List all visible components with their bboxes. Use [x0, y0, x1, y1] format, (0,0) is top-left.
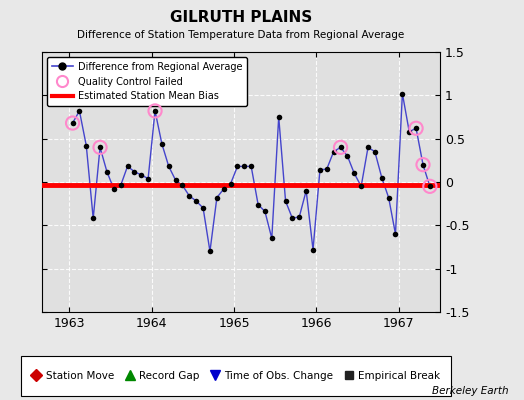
Point [82, 142, 91, 149]
Point [158, 141, 166, 147]
Point [103, 168, 111, 175]
Point [385, 194, 393, 201]
Point [171, 177, 180, 184]
Point [350, 170, 358, 176]
Point [419, 162, 427, 168]
Point [89, 215, 97, 222]
Point [178, 182, 187, 189]
Point [254, 201, 263, 208]
Point [275, 114, 283, 120]
Point [302, 188, 310, 194]
Point [357, 183, 365, 190]
Point [391, 231, 400, 237]
Point [343, 153, 352, 159]
Point [240, 163, 248, 170]
Point [185, 193, 193, 199]
Text: Difference of Station Temperature Data from Regional Average: Difference of Station Temperature Data f… [78, 30, 405, 40]
Point [116, 182, 125, 189]
FancyBboxPatch shape [21, 356, 451, 396]
Point [110, 186, 118, 192]
Point [419, 162, 427, 168]
Point [364, 144, 372, 150]
Point [69, 120, 77, 126]
Point [268, 235, 276, 242]
Point [330, 148, 338, 155]
Point [336, 144, 345, 150]
Point [378, 174, 386, 181]
Point [137, 172, 146, 178]
Point [151, 108, 159, 114]
Point [323, 166, 331, 172]
Point [75, 108, 84, 114]
Legend: Difference from Regional Average, Quality Control Failed, Estimated Station Mean: Difference from Regional Average, Qualit… [47, 57, 247, 106]
Point [226, 180, 235, 187]
Point [405, 128, 413, 135]
Point [123, 163, 132, 170]
Point [281, 198, 290, 204]
Point [130, 168, 139, 175]
Point [295, 214, 303, 220]
Point [199, 205, 208, 211]
Point [247, 163, 255, 170]
Point [213, 194, 221, 201]
Point [309, 246, 317, 253]
Point [370, 148, 379, 155]
Point [316, 167, 324, 173]
Point [151, 108, 159, 114]
Point [96, 144, 104, 150]
Point [144, 175, 152, 182]
Point [192, 198, 201, 204]
Point [233, 163, 242, 170]
Point [425, 183, 434, 190]
Point [336, 144, 345, 150]
Point [288, 215, 297, 222]
Point [412, 125, 420, 132]
Point [261, 208, 269, 215]
Legend: Station Move, Record Gap, Time of Obs. Change, Empirical Break: Station Move, Record Gap, Time of Obs. C… [28, 368, 444, 384]
Point [165, 163, 173, 170]
Text: GILRUTH PLAINS: GILRUTH PLAINS [170, 10, 312, 25]
Point [69, 120, 77, 126]
Point [220, 186, 228, 192]
Text: Berkeley Earth: Berkeley Earth [432, 386, 508, 396]
Point [206, 248, 214, 254]
Point [425, 183, 434, 190]
Point [398, 90, 407, 97]
Point [96, 144, 104, 150]
Point [412, 125, 420, 132]
